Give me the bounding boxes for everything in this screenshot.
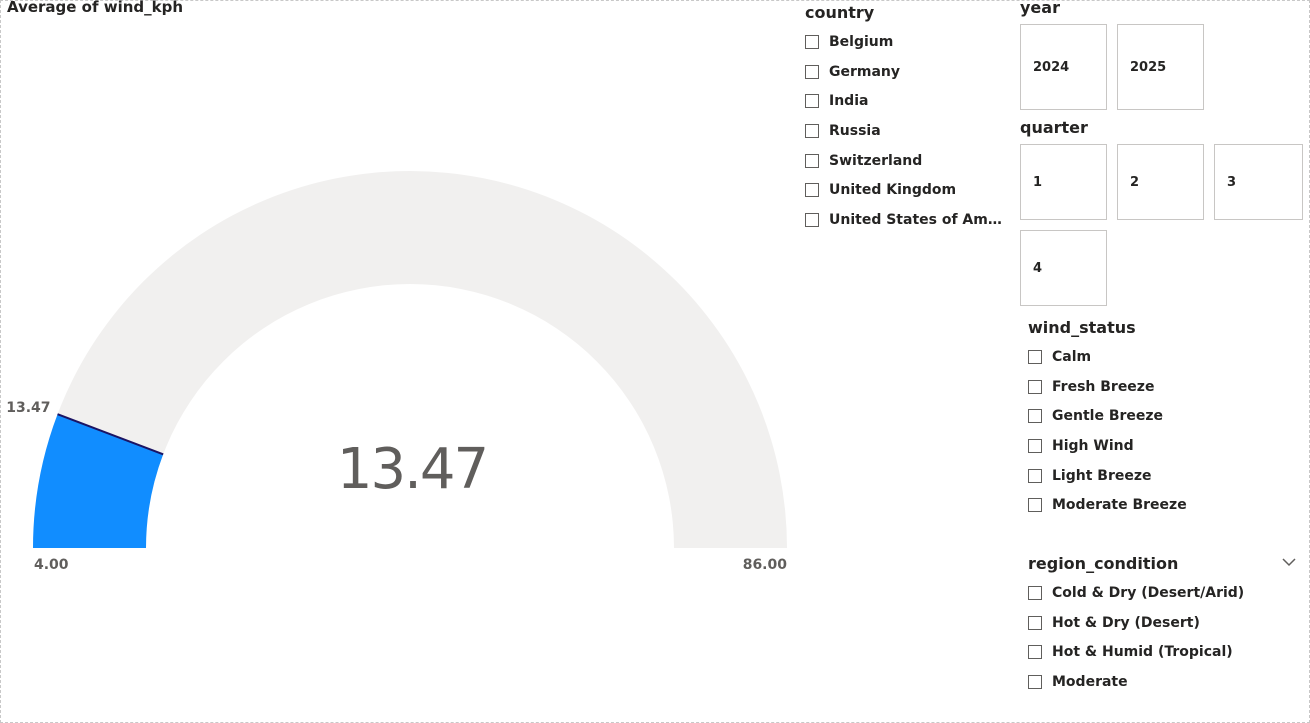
gauge-chart[interactable]: 13.47 13.47 4.00 86.00 xyxy=(0,0,800,600)
checkbox[interactable] xyxy=(1028,615,1042,630)
checkbox[interactable] xyxy=(805,153,819,168)
country-slicer-item[interactable]: United States of Ame... xyxy=(805,205,1010,235)
tile-label: 2024 xyxy=(1033,59,1070,75)
gauge-title: Average of wind_kph xyxy=(7,0,184,16)
checkbox[interactable] xyxy=(1028,438,1042,453)
checkbox[interactable] xyxy=(1028,498,1042,513)
gauge-value-arc[interactable] xyxy=(33,414,164,548)
tile-label: 2 xyxy=(1130,174,1140,190)
gauge-value-marker xyxy=(57,413,164,456)
region-condition-slicer-item[interactable]: Moderate xyxy=(1028,667,1298,697)
wind-status-slicer-title: wind_status xyxy=(1028,318,1136,337)
year-tile-2024[interactable]: 2024 xyxy=(1020,24,1107,110)
country-slicer-item[interactable]: India xyxy=(805,86,1010,116)
slicer-item-label: United Kingdom xyxy=(829,182,957,199)
checkbox[interactable] xyxy=(1028,674,1042,689)
wind-status-slicer-item[interactable]: Light Breeze xyxy=(1028,461,1298,491)
checkbox[interactable] xyxy=(1028,468,1042,483)
gauge-callout-value: 13.47 xyxy=(337,437,487,502)
wind-status-slicer-item[interactable]: High Wind xyxy=(1028,431,1298,461)
slicer-item-label: Fresh Breeze xyxy=(1052,378,1155,395)
tile-label: 2025 xyxy=(1130,59,1167,75)
region-condition-slicer-title: region_condition xyxy=(1028,554,1179,573)
slicer-item-label: Light Breeze xyxy=(1052,467,1152,484)
checkbox[interactable] xyxy=(805,94,819,109)
slicer-item-label: Gentle Breeze xyxy=(1052,408,1164,425)
country-slicer-item[interactable]: Russia xyxy=(805,116,1010,146)
checkbox[interactable] xyxy=(805,123,819,138)
country-slicer-item[interactable]: Belgium xyxy=(805,27,1010,57)
slicer-item-label: High Wind xyxy=(1052,437,1134,454)
checkbox[interactable] xyxy=(805,34,819,49)
checkbox[interactable] xyxy=(1028,379,1042,394)
checkbox[interactable] xyxy=(1028,349,1042,364)
gauge-max-label: 86.00 xyxy=(743,557,788,573)
slicer-item-label: Switzerland xyxy=(829,152,923,169)
checkbox[interactable] xyxy=(1028,645,1042,660)
slicer-item-label: Moderate xyxy=(1052,673,1128,690)
checkbox[interactable] xyxy=(1028,409,1042,424)
region-condition-slicer-item[interactable]: Hot & Dry (Desert) xyxy=(1028,608,1298,638)
slicer-item-label: Moderate Breeze xyxy=(1052,497,1187,514)
wind-status-slicer: Calm Fresh Breeze Gentle Breeze High Wind Li… xyxy=(1028,342,1298,520)
slicer-item-label: Belgium xyxy=(829,33,894,50)
wind-status-slicer-item[interactable]: Fresh Breeze xyxy=(1028,372,1298,402)
slicer-item-label: Hot & Dry (Desert) xyxy=(1052,614,1200,631)
slicer-item-label: Calm xyxy=(1052,348,1092,365)
tile-label: 3 xyxy=(1227,174,1237,190)
slicer-item-label: Hot & Humid (Tropical) xyxy=(1052,644,1233,661)
wind-status-slicer-item[interactable]: Calm xyxy=(1028,342,1298,372)
region-condition-slicer-item[interactable]: Hot & Humid (Tropical) xyxy=(1028,637,1298,667)
quarter-slicer-title: quarter xyxy=(1020,118,1088,137)
slicer-item-label: Cold & Dry (Desert/Arid) xyxy=(1052,584,1245,601)
quarter-tile-3[interactable]: 3 xyxy=(1214,144,1303,220)
slicer-item-label: Germany xyxy=(829,63,901,80)
slicer-item-label: United States of Ame... xyxy=(829,211,1010,228)
checkbox[interactable] xyxy=(805,212,819,227)
gauge-value-label: 13.47 xyxy=(6,400,50,416)
quarter-tile-1[interactable]: 1 xyxy=(1020,144,1107,220)
checkbox[interactable] xyxy=(805,183,819,198)
wind-status-slicer-item[interactable]: Moderate Breeze xyxy=(1028,490,1298,520)
tile-label: 4 xyxy=(1033,260,1043,276)
wind-status-slicer-item[interactable]: Gentle Breeze xyxy=(1028,401,1298,431)
tile-label: 1 xyxy=(1033,174,1043,190)
gauge-track xyxy=(33,171,787,548)
checkbox[interactable] xyxy=(805,64,819,79)
year-tile-2025[interactable]: 2025 xyxy=(1117,24,1204,110)
slicer-item-label: India xyxy=(829,93,869,110)
chevron-down-icon[interactable] xyxy=(1281,556,1297,568)
country-slicer-item[interactable]: United Kingdom xyxy=(805,175,1010,205)
year-slicer-title: year xyxy=(1020,0,1060,17)
country-slicer-title: country xyxy=(805,3,875,22)
region-condition-slicer-item[interactable]: Cold & Dry (Desert/Arid) xyxy=(1028,578,1298,608)
checkbox[interactable] xyxy=(1028,585,1042,600)
country-slicer-item[interactable]: Switzerland xyxy=(805,146,1010,176)
quarter-tile-2[interactable]: 2 xyxy=(1117,144,1204,220)
quarter-tile-4[interactable]: 4 xyxy=(1020,230,1107,306)
country-slicer-item[interactable]: Germany xyxy=(805,57,1010,87)
slicer-item-label: Russia xyxy=(829,122,881,139)
region-condition-slicer: Cold & Dry (Desert/Arid) Hot & Dry (Deser… xyxy=(1028,578,1298,697)
gauge-min-label: 4.00 xyxy=(34,557,69,573)
country-slicer: Belgium Germany India Russia Switzerland Unit… xyxy=(805,27,1010,235)
